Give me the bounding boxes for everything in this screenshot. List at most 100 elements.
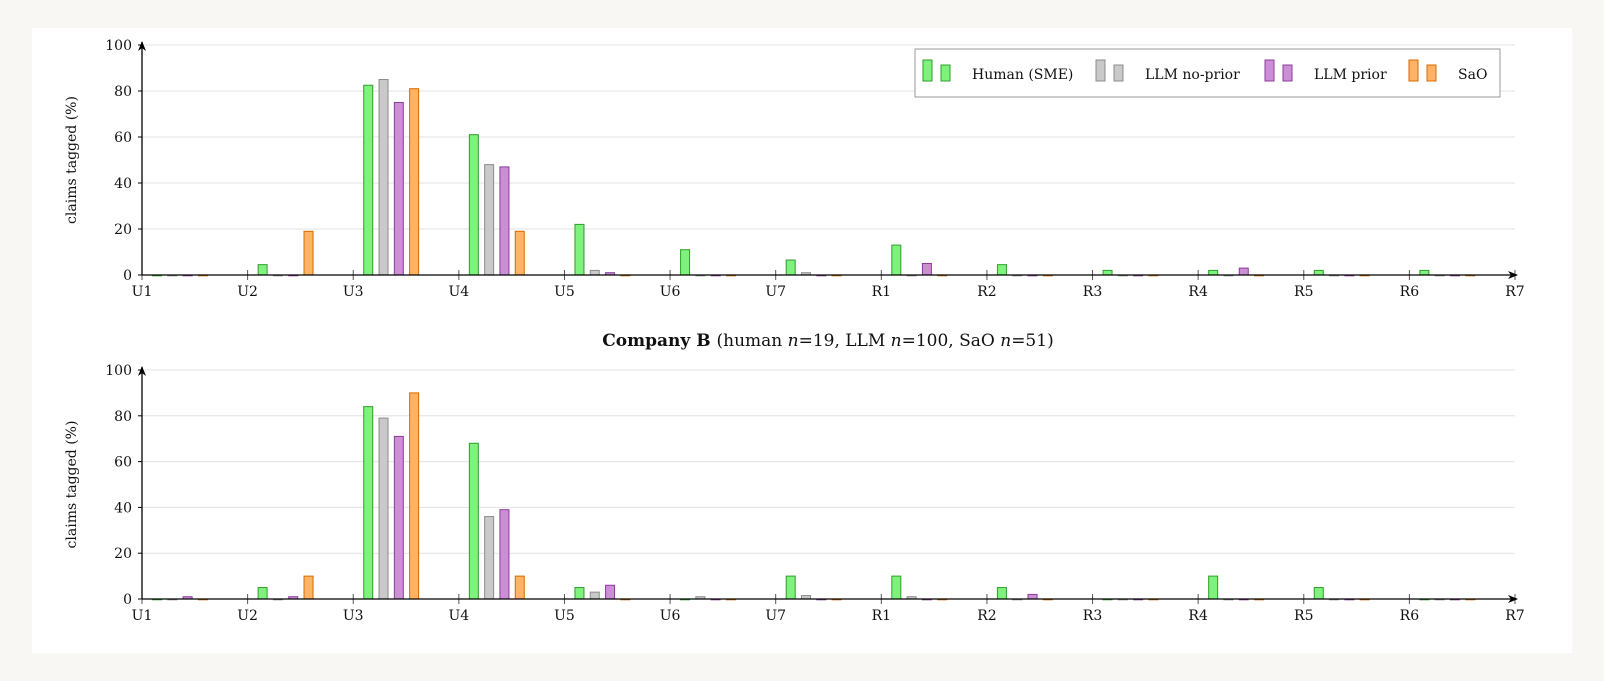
y-tick-label: 80 [114, 409, 132, 425]
legend-label: Human (SME) [972, 67, 1073, 83]
panel-title-part: (human [716, 331, 787, 351]
panel-title-part: n [891, 331, 902, 351]
bar-llm-no-prior-u5 [589, 269, 600, 276]
bar-human-sme--r4 [1208, 575, 1219, 600]
legend-box [914, 48, 1501, 98]
bar-human-sme--r2 [996, 264, 1007, 276]
legend-label: LLM no-prior [1145, 67, 1240, 83]
x-tick-label: R6 [1400, 608, 1420, 624]
bar-human-sme--r2 [996, 587, 1007, 600]
legend-item: LLM prior [1264, 59, 1387, 83]
y-tick-label: 20 [114, 222, 132, 238]
x-tick-label: R5 [1294, 284, 1313, 300]
bar-human-sme--r1 [891, 244, 902, 276]
bar-human-sme--r1 [891, 575, 902, 600]
y-tick-label: 100 [105, 38, 132, 54]
panel-title: Company B (human n=19, LLM n=100, SaO n=… [602, 331, 1053, 351]
panel-title-part: =51) [1011, 331, 1054, 351]
y-tick-label: 60 [114, 455, 132, 471]
x-tick-label: R4 [1188, 284, 1208, 300]
x-tick-label: U3 [343, 608, 364, 624]
legend-swatch-short [1282, 64, 1293, 82]
bar-human-sme--u2 [257, 264, 268, 276]
bar-human-sme--u6 [680, 249, 691, 276]
x-tick-label: R2 [977, 284, 996, 300]
x-tick-label: R6 [1400, 284, 1420, 300]
panel-title-part: =100, SaO [902, 331, 1001, 351]
x-tick-label: U3 [343, 284, 364, 300]
bar-sao-u2 [303, 230, 314, 276]
bar-human-sme--u5 [574, 223, 585, 276]
x-tick-label: R1 [872, 284, 891, 300]
chart-panel-2: 0 20 40 60 80 100 claims tagged (%) U1 U2 U3 U4 U5 U… [64, 363, 1525, 624]
x-tick-label: U4 [448, 608, 469, 624]
bar-llm-no-prior-u3 [378, 417, 389, 600]
x-tick-label: U5 [554, 608, 575, 624]
y-axis-label: claims tagged (%) [64, 96, 80, 224]
panel-title-part: n [1000, 331, 1011, 351]
y-tick-label: 0 [123, 268, 132, 284]
x-tick-label: R7 [1505, 284, 1524, 300]
bar-llm-prior-u5 [605, 584, 616, 600]
x-tick-label: R4 [1188, 608, 1208, 624]
bar-human-sme--u2 [257, 587, 268, 600]
bar-human-sme--r4 [1208, 269, 1219, 276]
panel-title-company: Company B [602, 331, 716, 351]
x-tick-label: U7 [765, 608, 786, 624]
y-tick-label: 40 [114, 500, 132, 516]
x-tick-label: R3 [1083, 284, 1102, 300]
chart-panel-1: 0 20 40 60 80 100 claims tagged (%) U1 U2 U3 U4 U5 U… [64, 38, 1525, 300]
bar-sao-u3 [409, 88, 420, 276]
bar-sao-u4 [514, 575, 525, 600]
x-tick-label: U2 [237, 608, 258, 624]
bar-human-sme--r3 [1102, 269, 1113, 276]
x-tick-label: U2 [237, 284, 258, 300]
bar-sao-u2 [303, 575, 314, 600]
y-tick-label: 80 [114, 84, 132, 100]
bar-human-sme--r5 [1313, 269, 1324, 276]
bar-llm-no-prior-u3 [378, 79, 389, 276]
x-tick-label: R7 [1505, 608, 1524, 624]
x-tick-label: R2 [977, 608, 996, 624]
y-tick-label: 20 [114, 546, 132, 562]
bar-llm-prior-u3 [393, 102, 404, 276]
bar-human-sme--r5 [1313, 587, 1324, 600]
bar-llm-no-prior-u5 [589, 591, 600, 600]
legend: Human (SME) LLM no-prior LLM prior SaO [914, 48, 1501, 98]
bar-human-sme--u3 [363, 406, 374, 600]
panel-title-part: n [788, 331, 799, 351]
bar-sao-u3 [409, 392, 420, 600]
legend-swatch-short [1113, 64, 1124, 82]
legend-label: LLM prior [1314, 67, 1387, 83]
legend-label: SaO [1458, 67, 1487, 83]
y-tick-label: 40 [114, 176, 132, 192]
legend-item: SaO [1408, 59, 1487, 83]
y-tick-label: 60 [114, 130, 132, 146]
x-tick-label: R5 [1294, 608, 1313, 624]
bar-llm-prior-r1 [921, 263, 932, 276]
bar-llm-prior-r4 [1238, 267, 1249, 276]
legend-swatch-short [1426, 64, 1437, 82]
bar-human-sme--r6 [1419, 269, 1430, 276]
legend-swatch-tall [1095, 59, 1106, 82]
bar-human-sme--u4 [468, 134, 479, 276]
legend-swatch-tall [922, 59, 933, 82]
bar-sao-u4 [514, 230, 525, 276]
legend-item: LLM no-prior [1095, 59, 1240, 83]
x-tick-label: U5 [554, 284, 575, 300]
x-tick-label: U1 [132, 284, 153, 300]
bar-human-sme--u7 [785, 575, 796, 600]
x-tick-label: U6 [660, 608, 681, 624]
figure-card [32, 28, 1572, 653]
bar-human-sme--u4 [468, 442, 479, 600]
bar-human-sme--u5 [574, 587, 585, 600]
bar-llm-prior-u3 [393, 435, 404, 600]
x-tick-label: U7 [765, 284, 786, 300]
bar-llm-no-prior-u4 [484, 516, 495, 600]
legend-item: Human (SME) [922, 59, 1073, 83]
y-tick-label: 100 [105, 363, 132, 379]
bar-human-sme--u3 [363, 84, 374, 276]
legend-swatch-short [940, 64, 951, 82]
x-tick-label: U1 [132, 608, 153, 624]
